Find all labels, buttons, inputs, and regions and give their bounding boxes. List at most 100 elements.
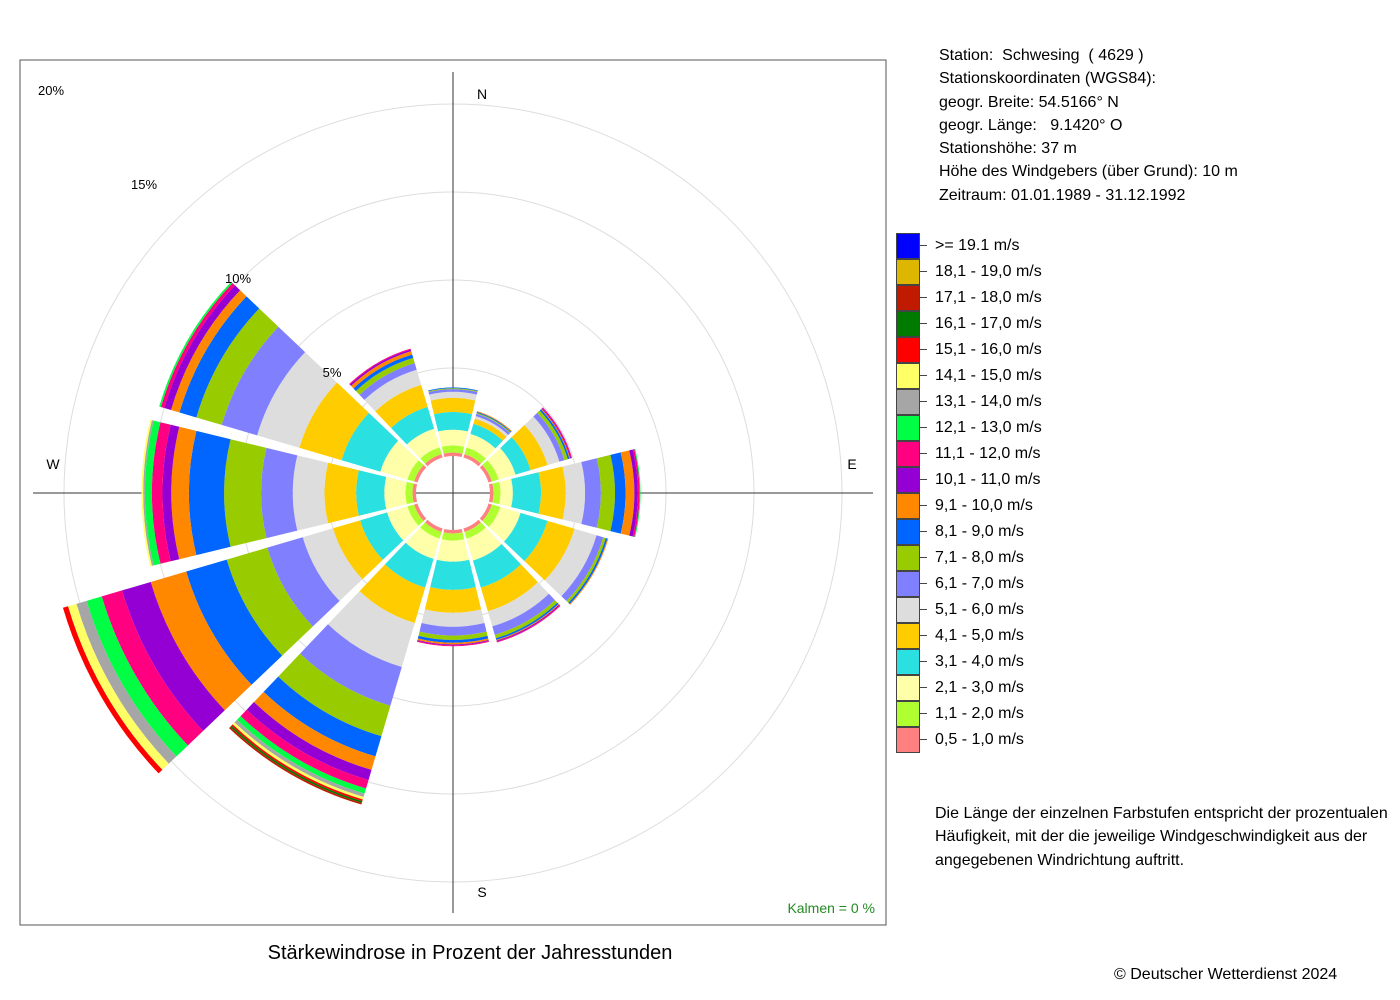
legend-swatch: [896, 259, 920, 285]
legend-swatch: [896, 727, 920, 753]
band-120-2: [488, 506, 521, 542]
band-300-0: [414, 465, 427, 483]
sector-300: [159, 281, 427, 483]
band-210-9: [253, 691, 376, 770]
legend-label: 18,1 - 19,0 m/s: [935, 263, 1042, 280]
band-30-6: [475, 413, 511, 435]
band-0-2: [438, 429, 468, 447]
legend-label: 10,1 - 11,0 m/s: [935, 471, 1041, 488]
band-90-7: [596, 454, 615, 532]
band-330-2: [406, 428, 440, 459]
band-240-11: [101, 590, 204, 746]
legend-tick: [920, 323, 927, 324]
band-0-7: [428, 388, 478, 393]
legend-label: 15,1 - 16,0 m/s: [935, 341, 1042, 358]
band-30-0: [463, 454, 481, 467]
legend-label: 12,1 - 13,0 m/s: [935, 419, 1042, 436]
band-180-1: [441, 532, 465, 541]
band-120-5: [544, 528, 597, 597]
band-210-8: [263, 676, 382, 757]
legend-swatch: [896, 337, 920, 363]
radial-tick-label-10: 10%: [225, 271, 251, 286]
band-90-8: [610, 452, 626, 534]
band-240-7: [226, 547, 313, 656]
band-0-6: [428, 389, 478, 395]
direction-label-west: W: [46, 456, 60, 472]
band-90-5: [562, 461, 586, 525]
band-300-4: [299, 382, 369, 461]
sector-120: [479, 503, 609, 605]
band-120-4: [524, 520, 575, 581]
period: Zeitraum: 01.01.1989 - 31.12.1992: [939, 186, 1186, 204]
explanation-note: Die Länge der einzelnen Farbstufen entsp…: [935, 805, 1388, 869]
band-60-8: [539, 409, 570, 460]
band-90-10: [629, 449, 638, 537]
band-30-4: [473, 418, 507, 441]
sector-60: [479, 407, 573, 483]
legend-swatch: [896, 623, 920, 649]
band-240-9: [150, 571, 252, 711]
legend-tick: [920, 505, 927, 506]
legend-label: 13,1 - 14,0 m/s: [935, 393, 1042, 410]
legend-label: 6,1 - 7,0 m/s: [935, 575, 1024, 592]
radial-tick-label-15: 15%: [131, 177, 157, 192]
band-60-4: [511, 425, 548, 471]
band-90-2: [499, 478, 513, 508]
band-180-0: [443, 528, 463, 534]
band-240-0: [414, 503, 427, 521]
band-150-1: [464, 522, 486, 539]
band-60-1: [482, 460, 499, 482]
sector-270: [141, 419, 418, 567]
legend-swatch: [896, 311, 920, 337]
band-330-7: [355, 357, 415, 395]
calm-label: Kalmen = 0 %: [787, 900, 875, 916]
band-270-3: [356, 470, 387, 516]
band-270-6: [261, 447, 298, 539]
band-180-8: [417, 635, 489, 643]
band-210-7: [278, 653, 391, 737]
legend-tick: [920, 427, 927, 428]
legend-label: >= 19.1 m/s: [935, 237, 1020, 254]
band-270-12: [144, 420, 161, 566]
legend-swatch: [896, 415, 920, 441]
legend-label: 5,1 - 6,0 m/s: [935, 601, 1024, 618]
copyright: © Deutscher Wetterdienst 2024: [1114, 966, 1338, 983]
band-90-11: [632, 449, 640, 537]
legend-tick: [920, 635, 927, 636]
legend-label: 0,5 - 1,0 m/s: [935, 731, 1024, 748]
band-210-5: [327, 591, 415, 667]
band-270-5: [292, 455, 329, 531]
legend-label: 1,1 - 2,0 m/s: [935, 705, 1024, 722]
band-180-11: [416, 641, 490, 647]
band-90-12: [634, 448, 641, 538]
band-240-8: [186, 559, 283, 685]
band-300-9: [171, 290, 247, 413]
band-90-4: [538, 466, 566, 520]
band-300-2: [380, 440, 419, 480]
band-150-2: [466, 527, 502, 561]
band-300-6: [221, 326, 306, 436]
direction-label-north: N: [477, 86, 487, 102]
direction-label-east: E: [847, 456, 856, 472]
band-60-3: [500, 437, 531, 475]
band-270-1: [405, 481, 414, 505]
band-210-0: [425, 519, 443, 532]
station-name: Station: Schwesing ( 4629 ): [939, 47, 1144, 64]
band-270-9: [171, 426, 197, 560]
legend-label: 14,1 - 15,0 m/s: [935, 367, 1042, 384]
band-0-5: [429, 391, 477, 401]
band-150-6: [492, 593, 555, 635]
radial-tick-label-5: 5%: [323, 365, 342, 380]
band-0-0: [443, 452, 463, 458]
band-120-3: [504, 512, 548, 561]
legend-label: 3,1 - 4,0 m/s: [935, 653, 1024, 670]
legend-swatch: [896, 467, 920, 493]
band-210-11: [240, 709, 369, 789]
band-90-1: [492, 481, 501, 505]
legend-tick: [920, 557, 927, 558]
legend-swatch: [896, 493, 920, 519]
legend-tick: [920, 401, 927, 402]
band-210-2: [405, 527, 440, 559]
band-150-5: [487, 582, 549, 627]
band-240-14: [68, 603, 169, 770]
